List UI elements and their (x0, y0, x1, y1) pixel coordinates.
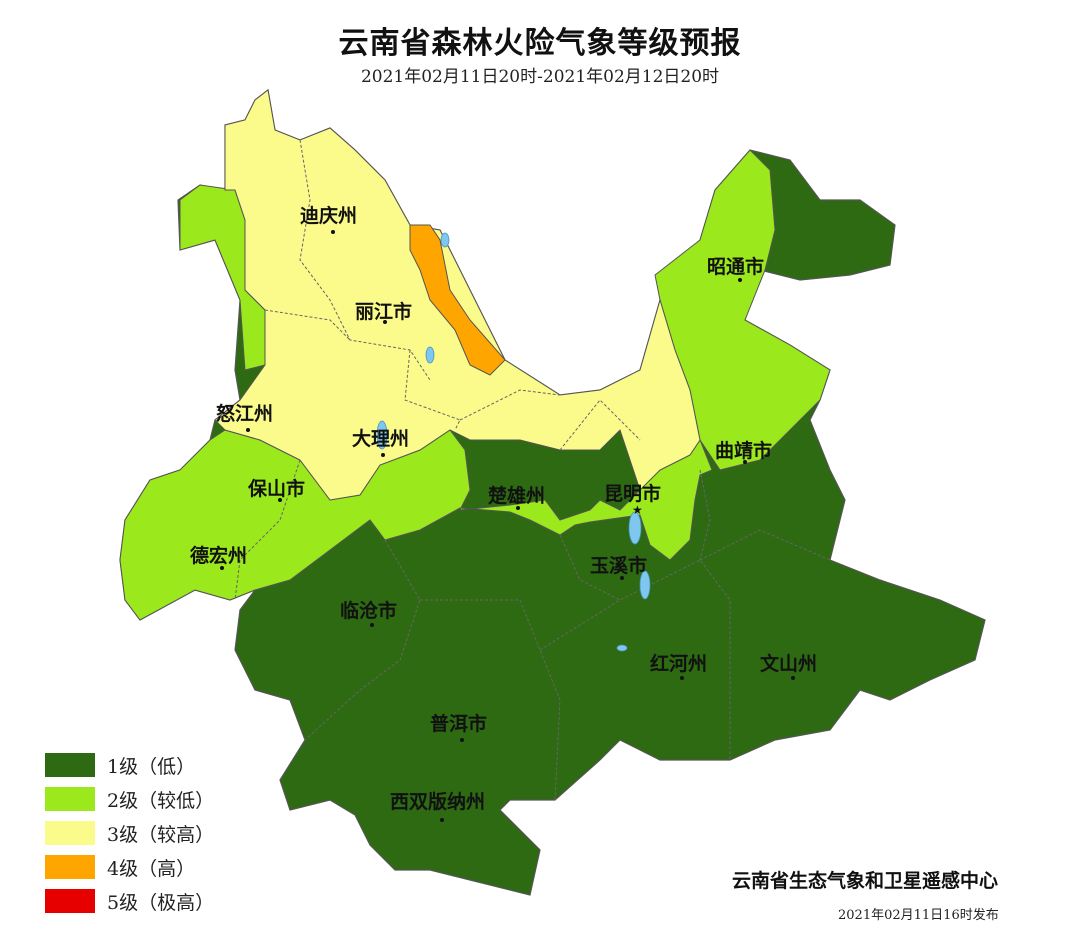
city-label: 文山州 (760, 652, 817, 675)
legend-item-level-5: 5级（极高） (45, 884, 214, 918)
legend-item-level-1: 1级（低） (45, 748, 214, 782)
region-level-4 (409, 224, 506, 376)
internal-borders (234, 139, 831, 801)
legend-label: 3级（较高） (107, 823, 215, 846)
city-label: 普洱市 (430, 712, 487, 735)
forecast-period: 2021年02月11日20时-2021年02月12日20时 (360, 67, 720, 87)
city-label: 丽江市 (355, 300, 412, 323)
city-label: 临沧市 (340, 599, 397, 622)
legend-item-level-3: 3级（较高） (45, 816, 214, 850)
lake (425, 346, 435, 364)
legend: 1级（低） 2级（较低） 3级（较高） 4级（高） 5级（极高） (45, 748, 214, 918)
city-label: 德宏州 (190, 544, 247, 567)
city-label: 大理州 (352, 427, 409, 450)
legend-swatch (45, 787, 95, 811)
legend-swatch (45, 855, 95, 879)
lake-erhai (376, 420, 388, 450)
legend-label: 2级（较低） (107, 789, 215, 812)
legend-swatch (45, 821, 95, 845)
city-label: 迪庆州 (300, 204, 357, 227)
issuer: 云南省生态气象和卫星遥感中心 (732, 870, 999, 892)
city-labels: 迪庆州 丽江市 怒江州 大理州 保山市 德宏州 临沧市 普洱市 西双版纳州 楚雄… (190, 204, 817, 822)
lake (440, 232, 450, 248)
lake-fuxian (639, 570, 651, 600)
city-label: 楚雄州 (488, 484, 545, 507)
city-label: 怒江州 (216, 402, 273, 425)
legend-label: 4级（高） (107, 857, 196, 880)
legend-item-level-4: 4级（高） (45, 850, 214, 884)
legend-swatch (45, 753, 95, 777)
city-label: 昭通市 (707, 255, 764, 278)
lake (616, 644, 628, 652)
legend-label: 1级（低） (107, 755, 196, 778)
capital-star-icon: ★ (632, 503, 643, 517)
city-label: 西双版纳州 (390, 790, 485, 813)
map-title: 云南省森林火险气象等级预报 (338, 26, 742, 61)
legend-item-level-2: 2级（较低） (45, 782, 214, 816)
city-label: 玉溪市 (590, 554, 647, 577)
city-label: 曲靖市 (715, 439, 772, 462)
lake-dianchi (628, 511, 642, 545)
city-label: 昆明市 (604, 482, 661, 505)
city-label: 保山市 (247, 477, 305, 500)
lakes (376, 232, 651, 652)
legend-swatch (45, 889, 95, 913)
city-label: 红河州 (650, 652, 707, 675)
issue-time: 2021年02月11日16时发布 (838, 908, 999, 923)
legend-label: 5级（极高） (107, 891, 215, 914)
region-level-3 (214, 89, 701, 501)
